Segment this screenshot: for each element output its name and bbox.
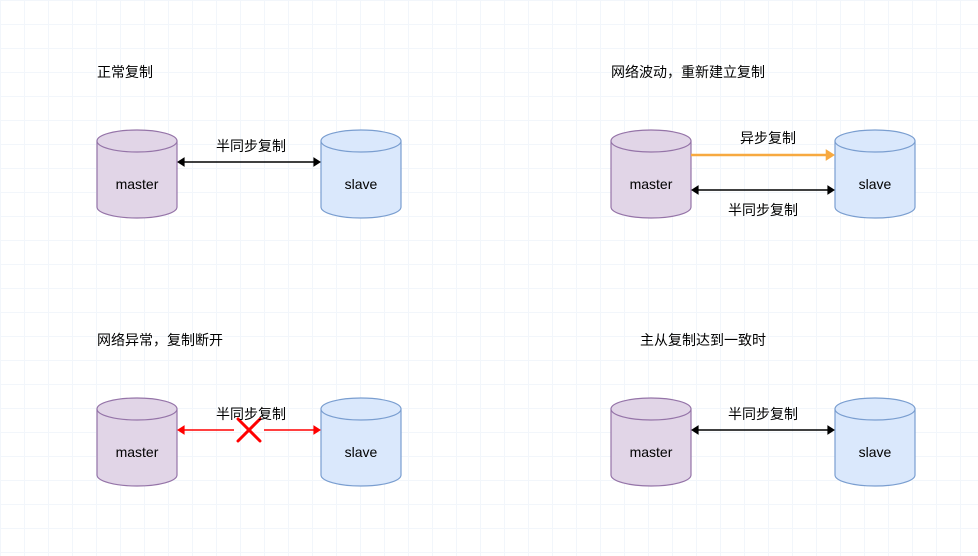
diagram-svg: master slave master slave master slave master s… (0, 0, 978, 556)
master-cylinder-broken-label: master (116, 444, 159, 460)
master-cylinder-reconnect-label: master (630, 176, 673, 192)
panel-title-broken: 网络异常，复制断开 (97, 330, 223, 350)
slave-cylinder-consistent: slave (835, 398, 915, 486)
edge-label-reconnect-0: 异步复制 (740, 128, 796, 148)
slave-cylinder-broken-label: slave (345, 444, 378, 460)
panel-title-reconnect: 网络波动，重新建立复制 (611, 62, 765, 82)
master-cylinder-normal: master (97, 130, 177, 218)
master-cylinder-reconnect: master (611, 130, 691, 218)
edge-label-broken-0: 半同步复制 (216, 404, 286, 424)
edge-label-consistent-0: 半同步复制 (728, 404, 798, 424)
slave-cylinder-reconnect: slave (835, 130, 915, 218)
slave-cylinder-normal-label: slave (345, 176, 378, 192)
slave-cylinder-normal: slave (321, 130, 401, 218)
master-cylinder-consistent-label: master (630, 444, 673, 460)
edge-label-reconnect-1: 半同步复制 (728, 200, 798, 220)
slave-cylinder-broken: slave (321, 398, 401, 486)
master-cylinder-normal-label: master (116, 176, 159, 192)
edge-label-normal-0: 半同步复制 (216, 136, 286, 156)
slave-cylinder-consistent-label: slave (859, 444, 892, 460)
master-cylinder-consistent: master (611, 398, 691, 486)
master-cylinder-broken: master (97, 398, 177, 486)
panel-title-consistent: 主从复制达到一致时 (640, 330, 766, 350)
slave-cylinder-reconnect-label: slave (859, 176, 892, 192)
panel-title-normal: 正常复制 (97, 62, 153, 82)
